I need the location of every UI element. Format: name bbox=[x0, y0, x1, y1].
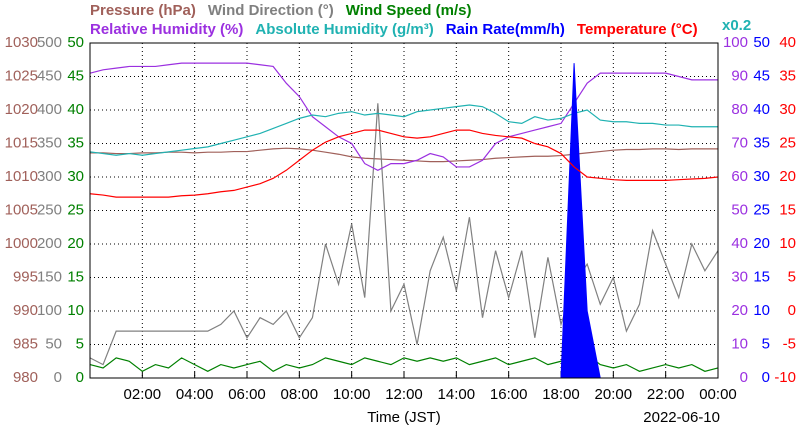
y-tick-label: 20 bbox=[779, 168, 796, 185]
series-line bbox=[89, 104, 718, 156]
y-tick-label: -10 bbox=[774, 369, 796, 386]
y-tick-label: 70 bbox=[731, 134, 748, 151]
x-tick-label: 06:00 bbox=[228, 386, 266, 403]
y-tick-label: 10 bbox=[731, 335, 748, 352]
x-tick-label: 02:00 bbox=[124, 386, 162, 403]
x-tick-label: 14:00 bbox=[438, 386, 476, 403]
y-tick-label: 45 bbox=[67, 67, 84, 84]
series-line bbox=[90, 147, 718, 163]
y-tick-label: 90 bbox=[731, 67, 748, 84]
y-tick-label: 0 bbox=[740, 369, 748, 386]
x-tick-label: 04:00 bbox=[176, 386, 214, 403]
y-tick-label: 5 bbox=[788, 268, 796, 285]
y-tick-label: 10 bbox=[779, 235, 796, 252]
y-tick-label: 30 bbox=[731, 268, 748, 285]
y-tick-label: 500 bbox=[37, 34, 62, 51]
y-tick-label: 990 bbox=[13, 302, 38, 319]
date-label: 2022-06-10 bbox=[643, 409, 720, 426]
y-tick-label: 50 bbox=[731, 201, 748, 218]
legend-entry: Absolute Humidity (g/m³) bbox=[255, 21, 433, 38]
plot-frame bbox=[89, 42, 719, 379]
y-tick-label: 50 bbox=[67, 34, 84, 51]
series-line bbox=[89, 62, 718, 171]
series-line bbox=[89, 129, 719, 198]
x-tick-label: 16:00 bbox=[490, 386, 528, 403]
y-tick-label: 15 bbox=[67, 268, 84, 285]
y-tick-label: 35 bbox=[67, 134, 84, 151]
legend-entry: Wind Speed (m/s) bbox=[346, 2, 472, 19]
y-tick-label: 980 bbox=[13, 369, 38, 386]
y-tick-label: 1015 bbox=[5, 134, 38, 151]
x-tick-label: 00:00 bbox=[699, 386, 737, 403]
y-tick-label: 450 bbox=[37, 67, 62, 84]
y-tick-label: 1020 bbox=[5, 101, 38, 118]
series-line bbox=[89, 103, 719, 366]
legend-entry: Relative Humidity (%) bbox=[90, 21, 243, 38]
y-tick-label: 20 bbox=[67, 235, 84, 252]
y-tick-label: 100 bbox=[723, 34, 748, 51]
y-tick-label: 100 bbox=[37, 302, 62, 319]
y-tick-label: 0 bbox=[762, 369, 770, 386]
y-tick-label: 45 bbox=[753, 67, 770, 84]
y-tick-label: 35 bbox=[753, 134, 770, 151]
y-tick-label: 0 bbox=[76, 369, 84, 386]
y-tick-label: 40 bbox=[67, 101, 84, 118]
y-tick-label: 150 bbox=[37, 268, 62, 285]
x-tick-label: 08:00 bbox=[281, 386, 319, 403]
y-tick-label: 80 bbox=[731, 101, 748, 118]
y-tick-label: 1010 bbox=[5, 168, 38, 185]
legend-entry: Rain Rate(mm/h) bbox=[446, 21, 565, 38]
y-tick-label: 1000 bbox=[5, 235, 38, 252]
y-tick-label: 20 bbox=[731, 302, 748, 319]
series-line bbox=[89, 353, 719, 373]
y-tick-label: 40 bbox=[779, 34, 796, 51]
y-tick-label: 50 bbox=[753, 34, 770, 51]
y-tick-label: 30 bbox=[753, 168, 770, 185]
scale-label: x0.2 bbox=[722, 17, 751, 34]
y-tick-label: 400 bbox=[37, 101, 62, 118]
y-tick-label: -5 bbox=[783, 335, 796, 352]
legend-entry: Temperature (°C) bbox=[577, 21, 698, 38]
y-tick-label: 25 bbox=[753, 201, 770, 218]
y-tick-label: 1005 bbox=[5, 201, 38, 218]
y-tick-label: 5 bbox=[762, 335, 770, 352]
y-tick-label: 0 bbox=[788, 302, 796, 319]
y-tick-label: 250 bbox=[37, 201, 62, 218]
y-tick-label: 350 bbox=[37, 134, 62, 151]
y-tick-label: 15 bbox=[753, 268, 770, 285]
y-tick-label: 10 bbox=[753, 302, 770, 319]
x-tick-label: 22:00 bbox=[647, 386, 685, 403]
y-tick-label: 15 bbox=[779, 201, 796, 218]
x-tick-label: 10:00 bbox=[333, 386, 371, 403]
y-tick-label: 10 bbox=[67, 302, 84, 319]
y-tick-label: 300 bbox=[37, 168, 62, 185]
y-tick-label: 50 bbox=[45, 335, 62, 352]
x-tick-label: 12:00 bbox=[385, 386, 423, 403]
y-tick-label: 1030 bbox=[5, 34, 38, 51]
y-tick-label: 25 bbox=[779, 134, 796, 151]
y-tick-label: 30 bbox=[67, 168, 84, 185]
legend-entry: Wind Direction (°) bbox=[208, 2, 334, 19]
y-tick-label: 20 bbox=[753, 235, 770, 252]
y-tick-label: 25 bbox=[67, 201, 84, 218]
y-tick-label: 30 bbox=[779, 101, 796, 118]
y-tick-label: 985 bbox=[13, 335, 38, 352]
x-axis-label: Time (JST) bbox=[367, 409, 441, 426]
legend-entry: Pressure (hPa) bbox=[90, 2, 196, 19]
x-tick-label: 20:00 bbox=[595, 386, 633, 403]
y-tick-label: 1025 bbox=[5, 67, 38, 84]
y-tick-label: 995 bbox=[13, 268, 38, 285]
x-tick-label: 18:00 bbox=[542, 386, 580, 403]
y-tick-label: 60 bbox=[731, 168, 748, 185]
y-tick-label: 35 bbox=[779, 67, 796, 84]
y-tick-label: 0 bbox=[54, 369, 62, 386]
y-tick-label: 40 bbox=[731, 235, 748, 252]
y-tick-label: 5 bbox=[76, 335, 84, 352]
y-tick-label: 200 bbox=[37, 235, 62, 252]
y-tick-label: 40 bbox=[753, 101, 770, 118]
